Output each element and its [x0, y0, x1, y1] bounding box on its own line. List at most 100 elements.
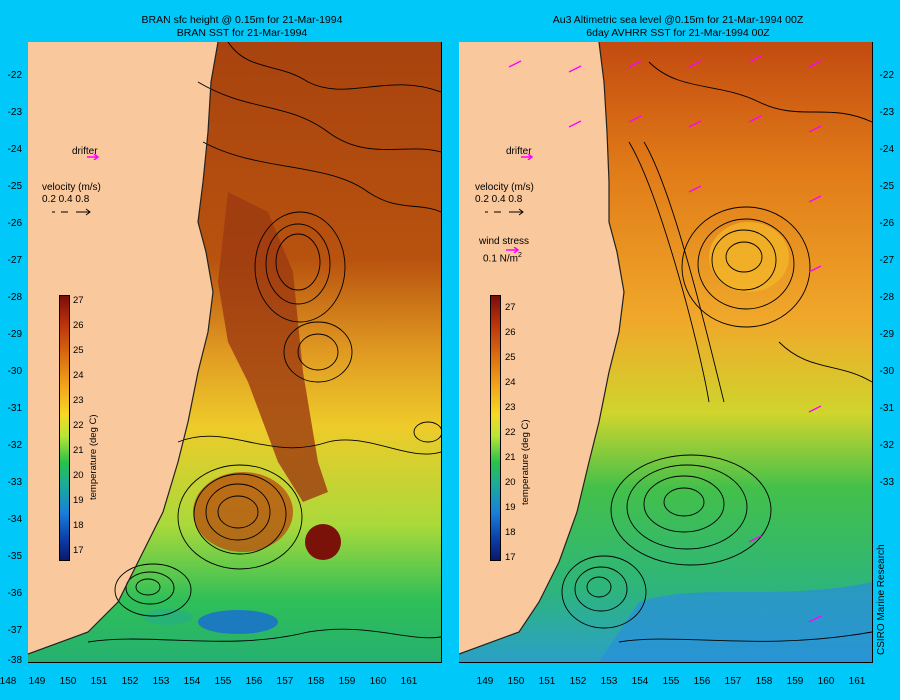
left-drifter-arrow-icon	[87, 154, 100, 160]
lon-label: 154	[631, 676, 649, 687]
lon-label: 150	[507, 676, 525, 687]
lat-label: -29	[7, 329, 22, 340]
left-title-line2: BRAN SST for 21-Mar-1994	[176, 27, 308, 39]
lon-label: 158	[755, 676, 773, 687]
lon-label: 155	[214, 676, 232, 687]
right-ocean-sst	[459, 42, 872, 662]
left-velocity-scale: 0.2 0.4 0.8	[42, 194, 90, 205]
wind-scale-superscript: 2	[518, 252, 522, 259]
right-ssh-contours	[561, 61, 872, 643]
lat-label: -29	[879, 329, 894, 340]
lat-label: -22	[7, 70, 22, 81]
cb-tick: 27	[505, 302, 516, 313]
wind-scale-text: 0.1 N/m	[483, 253, 519, 265]
left-map	[28, 42, 442, 663]
cb-tick: 22	[505, 427, 516, 438]
right-wind-scale: 0.1 N/m2	[483, 252, 522, 264]
left-cold-patch	[198, 610, 278, 634]
lon-label: 158	[307, 676, 325, 687]
cb-tick: 20	[73, 470, 84, 481]
right-title-line1: Au3 Altimetric sea level @0.15m for 21-M…	[552, 14, 804, 26]
lon-label: 153	[600, 676, 618, 687]
cb-tick: 18	[73, 520, 84, 531]
lat-label: -33	[879, 477, 894, 488]
cb-tick: 22	[73, 420, 84, 431]
left-velocity-arrows-icon	[52, 208, 91, 216]
left-panel-title: BRAN sfc height @ 0.15m for 21-Mar-1994 …	[92, 14, 392, 40]
lon-label: 150	[59, 676, 77, 687]
right-map	[459, 42, 873, 663]
lon-label: 155	[662, 676, 680, 687]
left-cold-patch-2	[143, 609, 193, 625]
lat-label: -32	[7, 440, 22, 451]
lat-label: -30	[7, 366, 22, 377]
right-map-graphic	[459, 42, 872, 662]
left-colorbar	[59, 295, 70, 561]
left-warm-tongue	[218, 192, 328, 502]
left-velocity-title: velocity (m/s)	[42, 182, 101, 193]
cb-tick: 24	[505, 377, 516, 388]
lon-label: 148	[0, 676, 17, 687]
lat-label: -31	[7, 403, 22, 414]
left-coastline	[28, 42, 219, 655]
right-drifter-label: drifter	[506, 146, 532, 157]
left-title-line1: BRAN sfc height @ 0.15m for 21-Mar-1994	[141, 14, 343, 26]
cb-tick: 27	[73, 295, 84, 306]
left-drifter-label: drifter	[72, 146, 98, 157]
right-velocity-title: velocity (m/s)	[475, 182, 534, 193]
lat-label: -27	[879, 255, 894, 266]
lat-label: -35	[7, 551, 22, 562]
lat-label: -28	[879, 292, 894, 303]
lat-label: -23	[879, 107, 894, 118]
lon-label: 157	[276, 676, 294, 687]
lat-label: -38	[7, 655, 22, 666]
lat-label: -30	[879, 366, 894, 377]
lon-label: 152	[121, 676, 139, 687]
credit-label: CSIRO Marine Research	[876, 544, 887, 655]
lat-label: -22	[879, 70, 894, 81]
cb-tick: 18	[505, 527, 516, 538]
lon-label: 153	[152, 676, 170, 687]
cb-tick: 25	[505, 352, 516, 363]
cb-tick: 20	[505, 477, 516, 488]
lat-label: -34	[7, 514, 22, 525]
right-wind-title: wind stress	[479, 236, 530, 247]
lat-label: -24	[7, 144, 22, 155]
cb-tick: 26	[505, 327, 516, 338]
lon-label: 161	[400, 676, 418, 687]
lat-label: -36	[7, 588, 22, 599]
right-panel-title: Au3 Altimetric sea level @0.15m for 21-M…	[528, 14, 828, 40]
lat-label: -26	[7, 218, 22, 229]
lon-label: 159	[786, 676, 804, 687]
lat-label: -31	[879, 403, 894, 414]
left-map-graphic	[28, 42, 441, 662]
left-eddy-warm-1	[193, 472, 293, 552]
lat-label: -37	[7, 625, 22, 636]
lon-label: 149	[28, 676, 46, 687]
lat-label: -24	[879, 144, 894, 155]
lat-label: -25	[7, 181, 22, 192]
cb-tick: 19	[505, 502, 516, 513]
right-drifter-arrow-icon	[521, 154, 534, 160]
left-eddy-hot	[305, 524, 341, 560]
lat-label: -25	[879, 181, 894, 192]
lon-label: 156	[693, 676, 711, 687]
right-wind-arrows	[508, 55, 822, 623]
cb-tick: 23	[73, 395, 84, 406]
right-colorbar-title: temperature (deg C)	[520, 419, 531, 505]
cb-tick: 19	[73, 495, 84, 506]
cb-tick: 21	[73, 445, 84, 456]
right-warm-core	[709, 222, 789, 292]
lon-label: 152	[569, 676, 587, 687]
lat-label: -27	[7, 255, 22, 266]
lon-label: 157	[724, 676, 742, 687]
right-velocity-arrows-icon	[485, 208, 524, 216]
cb-tick: 17	[73, 545, 84, 556]
right-wind-arrow-icon	[506, 247, 520, 253]
cb-tick: 25	[73, 345, 84, 356]
left-ssh-contours	[87, 42, 441, 643]
lon-label: 151	[538, 676, 556, 687]
lon-label: 154	[183, 676, 201, 687]
cb-tick: 23	[505, 402, 516, 413]
cb-tick: 17	[505, 552, 516, 563]
